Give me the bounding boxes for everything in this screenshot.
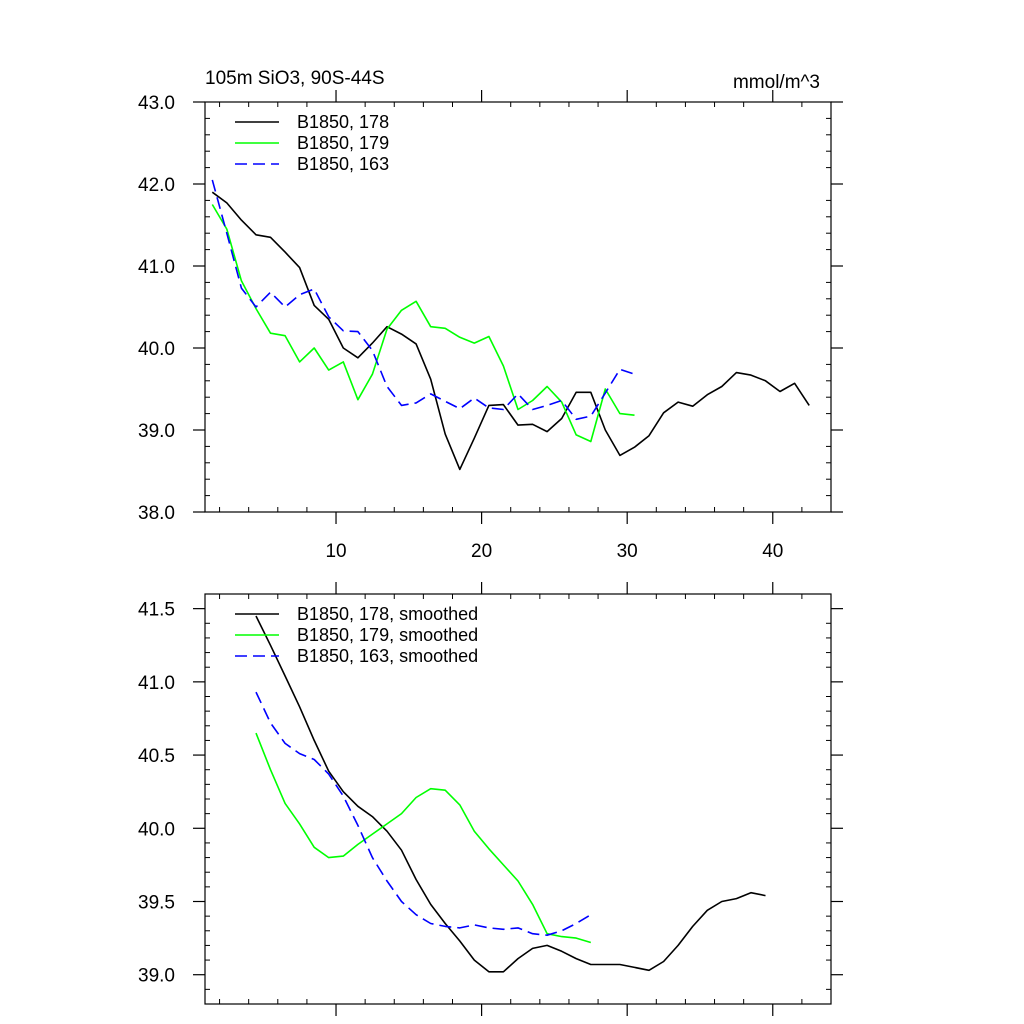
- y-tick-label: 38.0: [138, 503, 175, 524]
- y-tick-label: 42.0: [138, 175, 175, 196]
- y-tick-label: 40.0: [138, 819, 175, 840]
- y-tick-label: 40.5: [138, 746, 175, 767]
- plot-frame-top: [204, 101, 832, 513]
- units-label: mmol/m^3: [733, 72, 820, 93]
- y-tick-label: 41.5: [138, 600, 175, 621]
- panel-top: 105m SiO3, 90S-44S mmol/m^3 10 20 30 40 38.0…: [138, 68, 843, 562]
- y-tick-label: 39.0: [138, 421, 175, 442]
- series-line-2: [211, 204, 635, 443]
- legend-label-3: B1850, 163, smoothed: [297, 646, 478, 666]
- legend-label-1: B1850, 178, smoothed: [297, 604, 478, 624]
- y-tick-label: 41.0: [138, 257, 175, 278]
- series-line-3: [255, 691, 592, 937]
- series-line-1: [255, 615, 766, 973]
- x-tick-label: 10: [325, 541, 346, 562]
- series-line-1: [211, 191, 810, 471]
- x-tick-label: 40: [762, 541, 783, 562]
- legend-label-2: B1850, 179: [297, 133, 389, 153]
- y-tick-label: 40.0: [138, 339, 175, 360]
- y-tick-label: 43.0: [138, 93, 175, 114]
- x-tick-label: 20: [471, 541, 492, 562]
- chart-title: 105m SiO3, 90S-44S: [205, 68, 385, 89]
- legend-label-3: B1850, 163: [297, 154, 389, 174]
- y-tick-label: 39.0: [138, 966, 175, 987]
- y-tick-label: 41.0: [138, 673, 175, 694]
- x-tick-label: 30: [617, 541, 638, 562]
- series-line-3: [211, 179, 635, 421]
- legend-label-1: B1850, 178: [297, 112, 389, 132]
- panel-bottom: 39.0 39.5 40.0 40.5 41.0 41.5 B1850, 178, smo…: [138, 582, 843, 1016]
- legend-label-2: B1850, 179, smoothed: [297, 625, 478, 645]
- series-line-2: [255, 732, 592, 944]
- y-tick-label: 39.5: [138, 893, 175, 914]
